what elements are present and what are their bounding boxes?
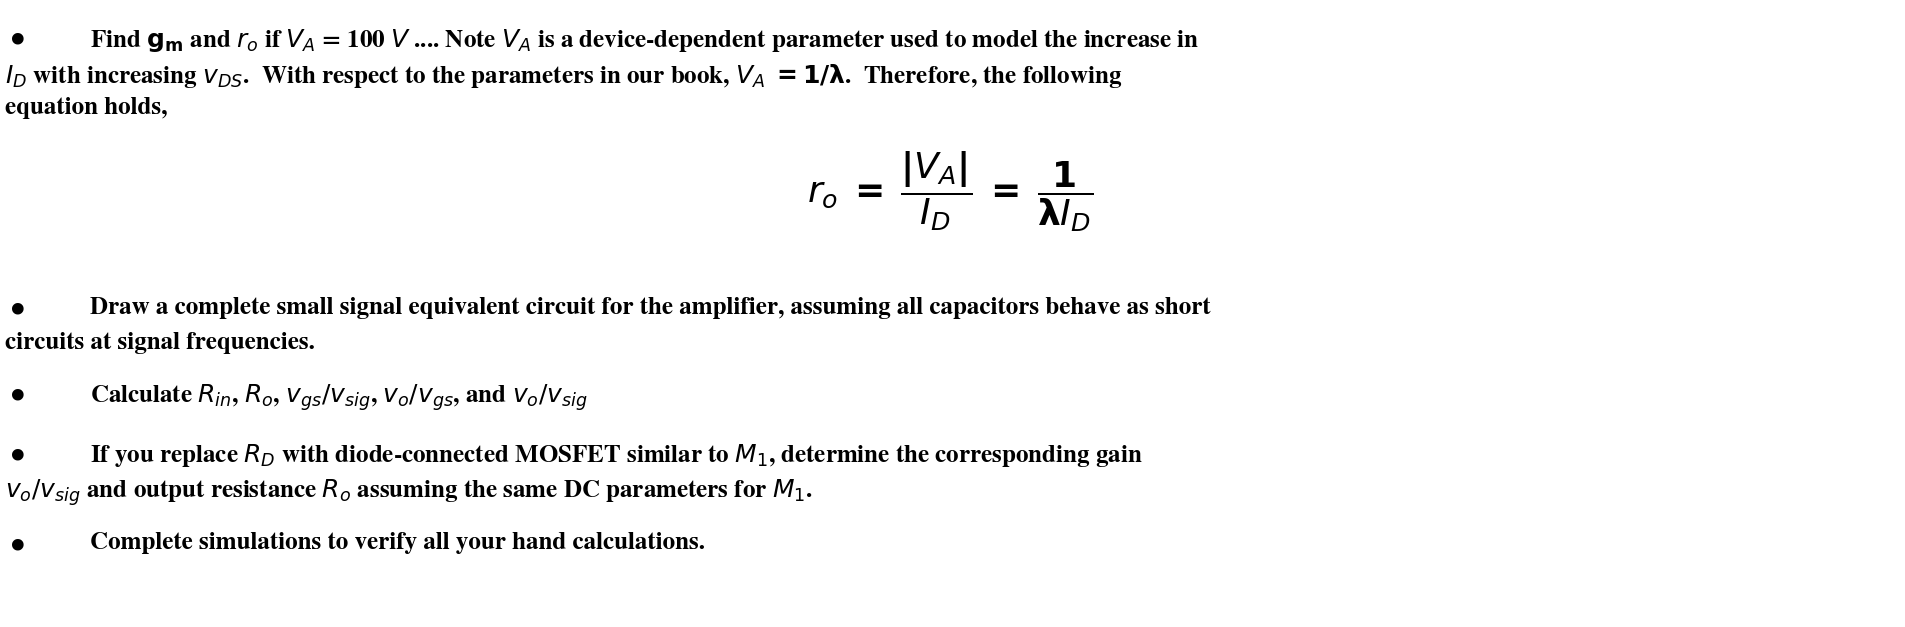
Text: If you replace $\mathbf{\mathit{R_D}}$ with diode-connected MOSFET similar to $\: If you replace $\mathbf{\mathit{R_D}}$ w… — [90, 442, 1143, 469]
Text: Find $\mathbf{g_m}$ and $\mathbf{\mathit{r_o}}$ if $\mathbf{\mathit{V_A}}$ = 100: Find $\mathbf{g_m}$ and $\mathbf{\mathit… — [90, 27, 1198, 54]
Text: equation holds,: equation holds, — [6, 97, 168, 119]
Text: Complete simulations to verify all your hand calculations.: Complete simulations to verify all your … — [90, 532, 705, 554]
Text: $\mathbf{\mathit{v_o/v_{sig}}}$ and output resistance $\mathbf{\mathit{R_o}}$ as: $\mathbf{\mathit{v_o/v_{sig}}}$ and outp… — [6, 477, 813, 508]
Text: Calculate $\mathbf{\mathit{R_{in}}}$, $\mathbf{\mathit{R_o}}$, $\mathbf{\mathit{: Calculate $\mathbf{\mathit{R_{in}}}$, $\… — [90, 382, 589, 413]
Text: $\mathbf{\mathit{r_o}}$ $\mathbf{=}$ $\mathbf{\dfrac{|\mathit{V_A}|}{\mathit{I_D: $\mathbf{\mathit{r_o}}$ $\mathbf{=}$ $\m… — [808, 150, 1093, 234]
Text: •: • — [10, 532, 25, 557]
Text: •: • — [10, 27, 25, 52]
Text: circuits at signal frequencies.: circuits at signal frequencies. — [6, 332, 314, 354]
Text: •: • — [10, 442, 25, 467]
Text: Draw a complete small signal equivalent circuit for the amplifier, assuming all : Draw a complete small signal equivalent … — [90, 297, 1210, 319]
Text: •: • — [10, 382, 25, 407]
Text: •: • — [10, 297, 25, 322]
Text: $\mathbf{\mathit{I_D}}$ with increasing $\mathbf{\mathit{v_{DS}}}$.  With respec: $\mathbf{\mathit{I_D}}$ with increasing … — [6, 62, 1122, 90]
